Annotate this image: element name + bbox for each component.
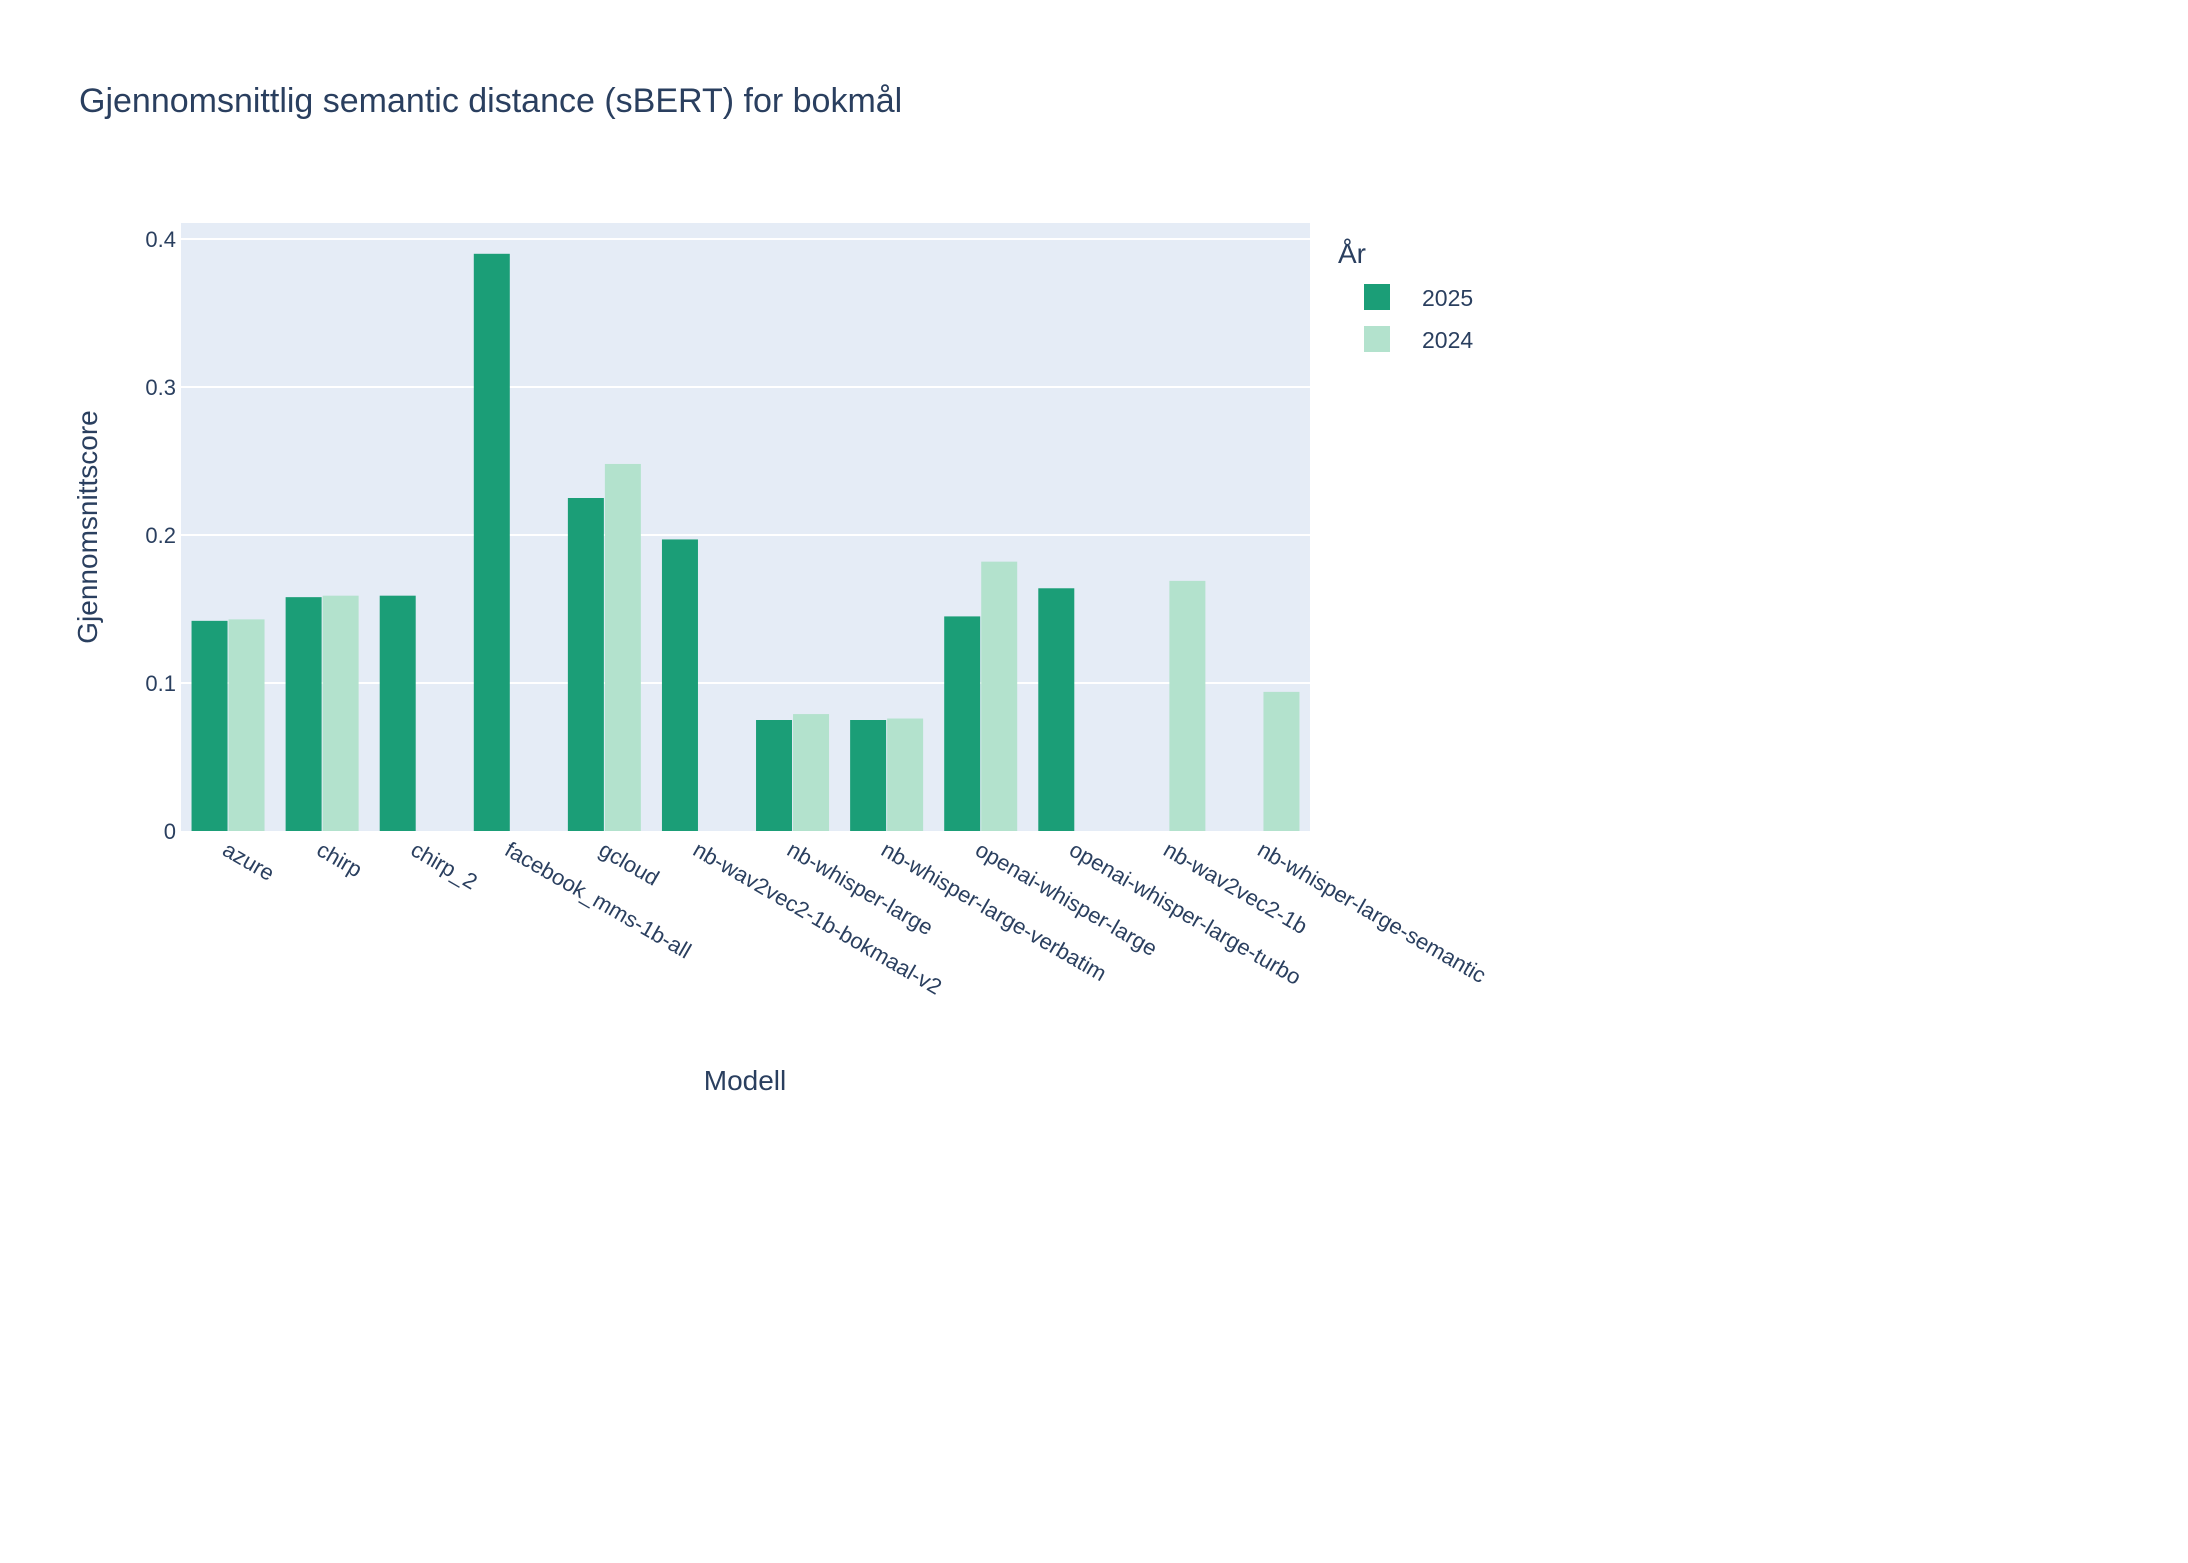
bar-chart: Gjennomsnittlig semantic distance (sBERT… (72, 82, 1491, 1096)
plot-area (181, 223, 1310, 831)
y-tick-label: 0 (164, 819, 176, 844)
y-tick-label: 0.1 (145, 671, 176, 696)
chart-title: Gjennomsnittlig semantic distance (sBERT… (79, 82, 902, 120)
bar-2025-facebook_mms-1b-all (473, 253, 510, 832)
chart: Gjennomsnittlig semantic distance (sBERT… (72, 82, 1491, 1096)
bar-2025-nb-wav2vec2-1b-bokmaal-v2 (661, 539, 698, 831)
x-tick-label: chirp (313, 837, 367, 882)
bar-2024-chirp (322, 595, 359, 831)
grid-lines (181, 238, 1310, 684)
bar-2024-nb-whisper-large-verbatim (887, 718, 924, 831)
bar-2024-openai-whisper-large (981, 561, 1018, 831)
x-tick-label: chirp_2 (407, 837, 482, 895)
bar-2025-azure (191, 620, 228, 831)
x-tick-label: gcloud (595, 837, 664, 891)
legend-swatch-2024 (1364, 326, 1390, 352)
y-tick-label: 0.4 (145, 227, 176, 252)
x-tick-label: azure (219, 837, 279, 886)
bar-2025-chirp (285, 597, 322, 831)
bar-2024-nb-whisper-large-semantic (1263, 691, 1300, 831)
legend-items: 2025 2024 (1364, 284, 1473, 353)
bar-2025-nb-whisper-large (756, 720, 793, 831)
y-axis-ticks: 0 0.1 0.2 0.3 0.4 (145, 227, 176, 844)
legend-label-2024: 2024 (1422, 327, 1473, 353)
x-axis-ticks: azure chirp chirp_2 facebook_mms-1b-allgclo… (219, 837, 1491, 1000)
bar-2024-nb-wav2vec2-1b (1169, 580, 1206, 831)
bar-2025-openai-whisper-large (944, 616, 981, 831)
bar-2025-openai-whisper-large-turbo (1038, 588, 1075, 831)
bar-2025-nb-whisper-large-verbatim (850, 720, 887, 831)
bar-2025-chirp_2 (379, 595, 416, 831)
legend-swatch-2025 (1364, 284, 1390, 310)
y-axis-title: Gjennomsnittscore (72, 410, 103, 643)
legend-label-2025: 2025 (1422, 285, 1473, 311)
legend: År 2025 2024 (1338, 238, 1473, 353)
bar-2024-gcloud (604, 463, 641, 831)
y-tick-label: 0.3 (145, 375, 176, 400)
bars (191, 253, 1300, 832)
x-axis-title: Modell (704, 1065, 786, 1096)
y-tick-label: 0.2 (145, 523, 176, 548)
legend-title: År (1338, 238, 1366, 269)
bar-2025-gcloud (567, 498, 604, 831)
bar-2024-nb-whisper-large (793, 714, 830, 831)
bar-2024-azure (228, 619, 265, 831)
